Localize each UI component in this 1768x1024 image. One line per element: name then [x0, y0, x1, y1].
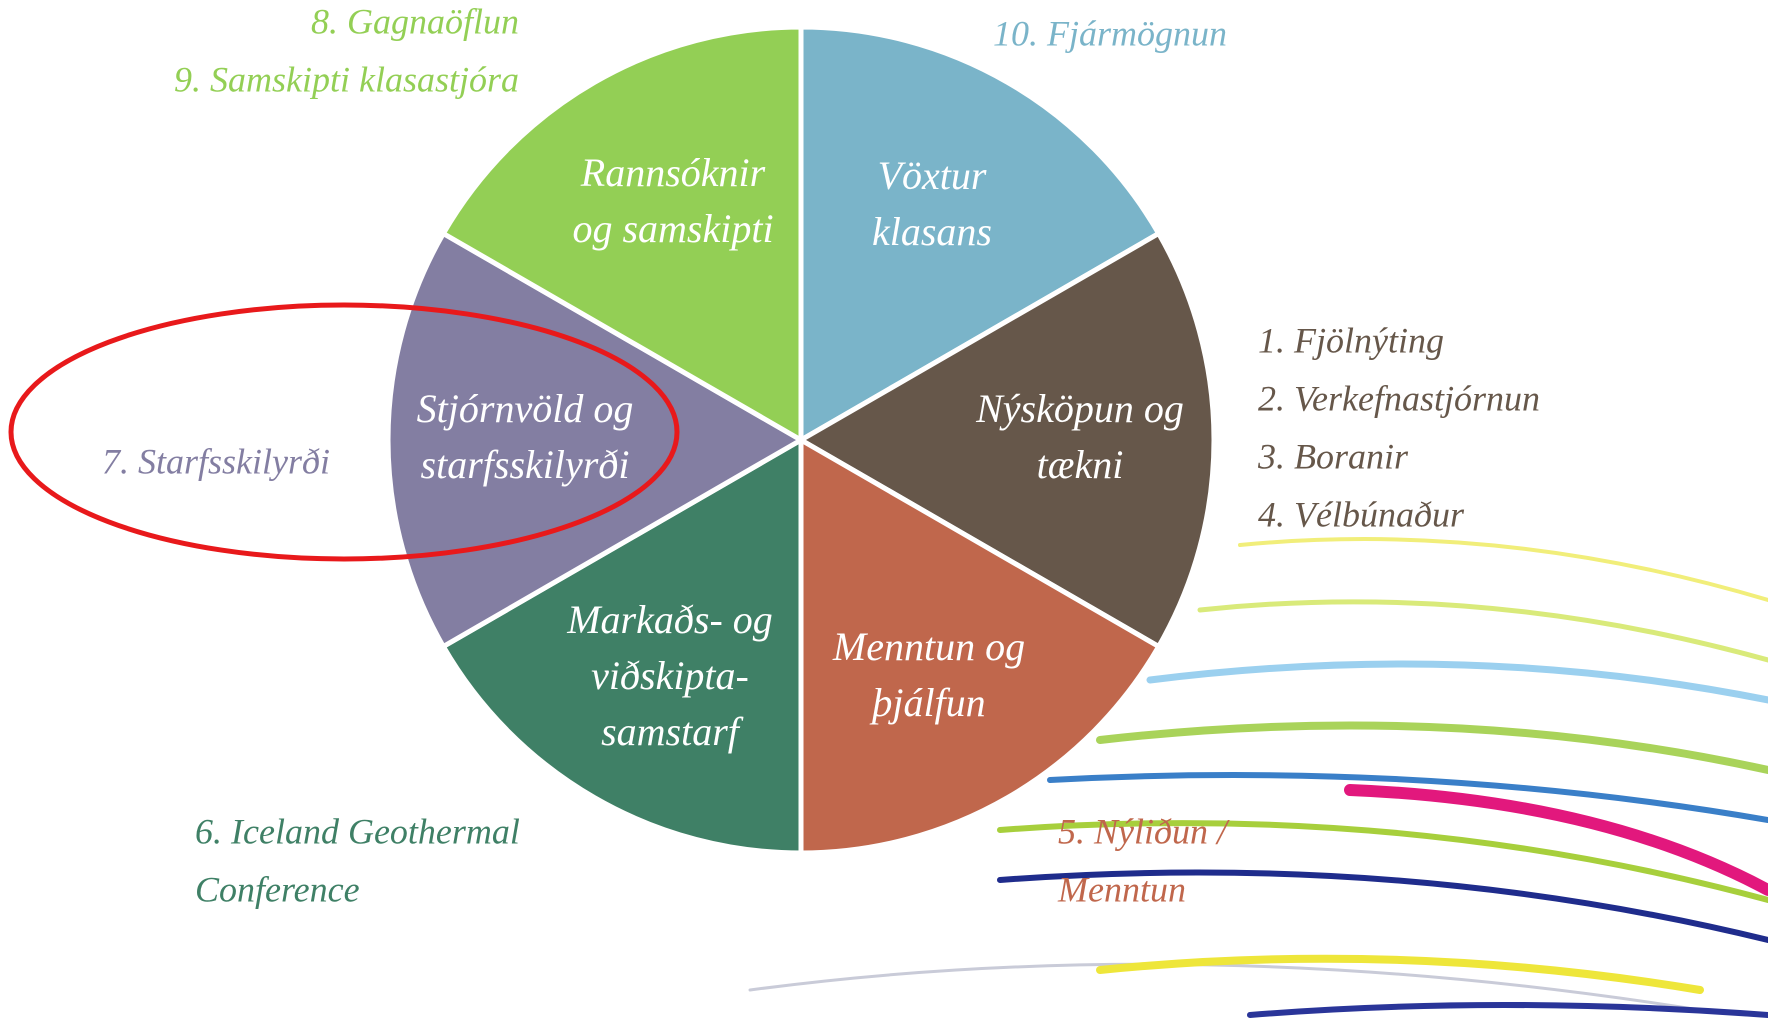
- segment-label: Vöxtur: [878, 153, 987, 198]
- outer-label: Menntun: [1057, 869, 1186, 909]
- outer-label: 4. Vélbúnaður: [1258, 494, 1465, 534]
- segment-label: þjálfun: [869, 680, 985, 725]
- segment-label: Nýsköpun og: [975, 386, 1184, 431]
- outer-label: Conference: [195, 869, 360, 909]
- segment-label: og samskipti: [572, 206, 773, 251]
- segment-label: klasans: [872, 209, 992, 254]
- pie: [388, 27, 1214, 853]
- segment-label: Markaðs- og: [566, 597, 773, 642]
- segment-label: Menntun og: [832, 624, 1025, 669]
- segment-label: samstarf: [601, 709, 744, 754]
- outer-label: 3. Boranir: [1257, 436, 1409, 476]
- outer-label: 6. Iceland Geothermal: [195, 811, 520, 851]
- outer-label: 10. Fjármögnun: [993, 13, 1227, 53]
- outer-label: 7. Starfsskilyrði: [102, 441, 330, 481]
- segment-label: Rannsóknir: [580, 150, 766, 195]
- diagram: Vöxtur klasans Nýsköpun og tækni Menntun og þ…: [0, 0, 1768, 1024]
- outer-label: 9. Samskipti klasastjóra: [174, 59, 519, 99]
- segment-label: tækni: [1037, 442, 1124, 487]
- outer-label: 1. Fjölnýting: [1258, 320, 1444, 360]
- outer-label: 5. Nýliðun /: [1058, 811, 1230, 851]
- segment-label: starfsskilyrði: [421, 442, 630, 487]
- segment-label: viðskipta-: [591, 653, 749, 698]
- outer-label: 2. Verkefnastjórnun: [1258, 378, 1540, 418]
- outer-label: 8. Gagnaöflun: [311, 1, 519, 41]
- segment-label: Stjórnvöld og: [417, 386, 634, 431]
- page: Vöxtur klasans Nýsköpun og tækni Menntun og þ…: [0, 0, 1768, 1024]
